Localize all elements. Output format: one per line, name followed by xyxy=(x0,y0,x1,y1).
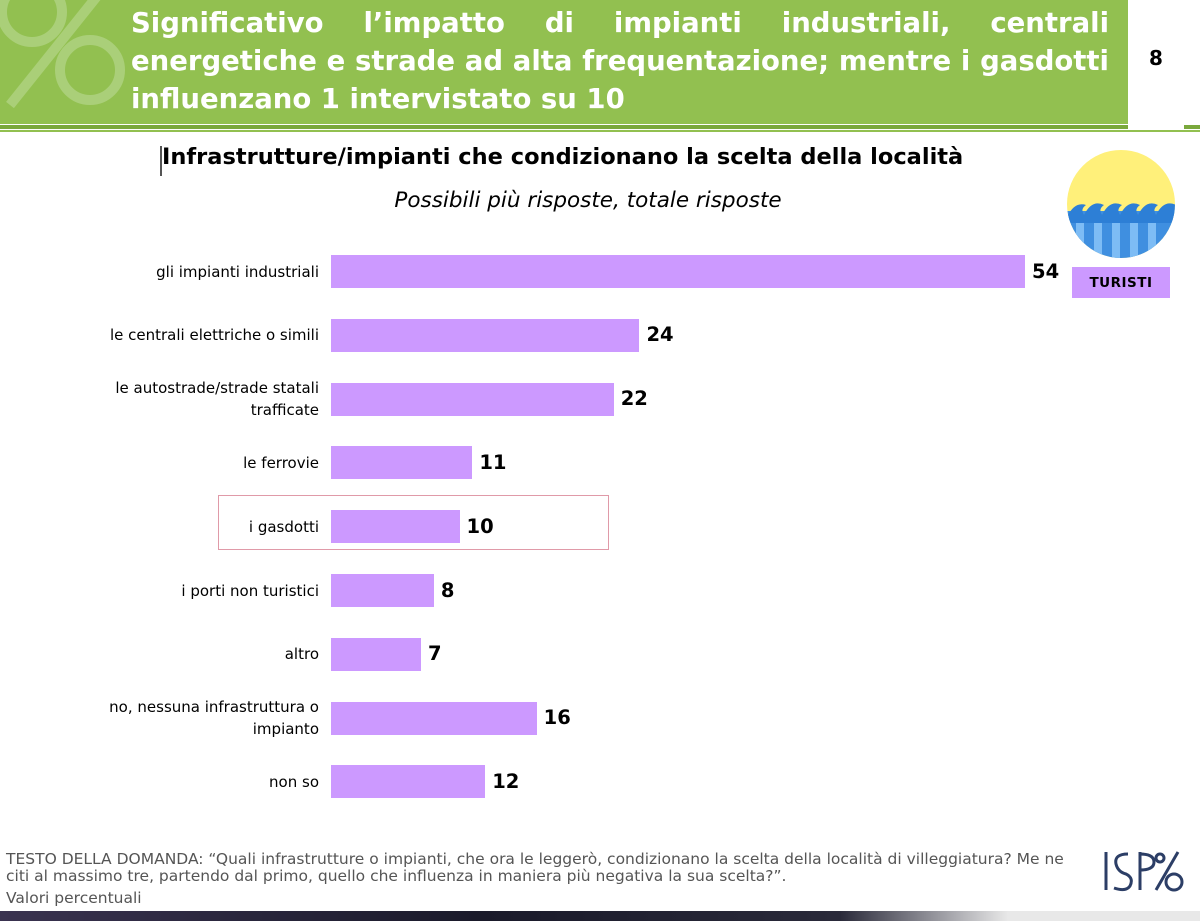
question-text: TESTO DELLA DOMANDA: “Quali infrastruttu… xyxy=(6,850,1064,885)
category-label: le ferrovie xyxy=(243,453,319,472)
value-label: 7 xyxy=(427,642,442,666)
category-label: altro xyxy=(284,645,319,664)
bar xyxy=(331,701,537,735)
value-label: 24 xyxy=(646,323,674,347)
value-label: 12 xyxy=(492,769,520,793)
bar xyxy=(331,382,614,416)
value-label: 22 xyxy=(620,387,648,411)
bar xyxy=(331,255,1025,288)
chart-title: Infrastrutture/impianti che condizionano… xyxy=(162,144,964,170)
category-label: gli impianti industriali xyxy=(156,262,319,281)
bar xyxy=(331,637,421,671)
header-divider-thin xyxy=(0,130,1200,132)
chart-subtitle: Possibili più risposte, totale risposte xyxy=(394,188,782,213)
bar-chart: gli impianti industriali 54 le centrali el… xyxy=(0,240,1100,820)
header-divider-right xyxy=(1184,125,1200,129)
value-label: 16 xyxy=(543,706,571,730)
ispo-logo xyxy=(1104,851,1184,892)
bar xyxy=(331,574,434,607)
bar xyxy=(331,446,473,480)
category-label: no, nessuna infrastruttura o impianto xyxy=(109,698,319,739)
page-number: 8 xyxy=(1149,46,1163,70)
header-band: Significativo l’impatto di impianti indu… xyxy=(0,0,1128,124)
value-label: 10 xyxy=(466,514,494,538)
value-label: 11 xyxy=(479,450,507,474)
category-label: i porti non turistici xyxy=(181,581,319,600)
values-note: Valori percentuali xyxy=(6,889,142,907)
bar xyxy=(331,765,486,799)
turisti-badge: TURISTI xyxy=(1072,267,1170,298)
bottom-strip xyxy=(0,911,1200,921)
wave-icon xyxy=(1067,150,1175,258)
percent-decoration-icon xyxy=(0,0,125,109)
value-label: 54 xyxy=(1032,259,1060,283)
text-cursor xyxy=(160,146,162,176)
category-label: le centrali elettriche o simili xyxy=(109,326,319,345)
highlight-box xyxy=(218,495,609,550)
header-divider xyxy=(0,125,1128,129)
category-label: i gasdotti xyxy=(248,517,319,536)
bar xyxy=(331,510,460,544)
category-label: non so xyxy=(269,772,319,791)
category-label: le autostrade/strade statali trafficate xyxy=(115,379,319,420)
value-label: 8 xyxy=(440,578,455,602)
bar xyxy=(331,318,640,352)
slide-title: Significativo l’impatto di impianti indu… xyxy=(131,7,1109,115)
